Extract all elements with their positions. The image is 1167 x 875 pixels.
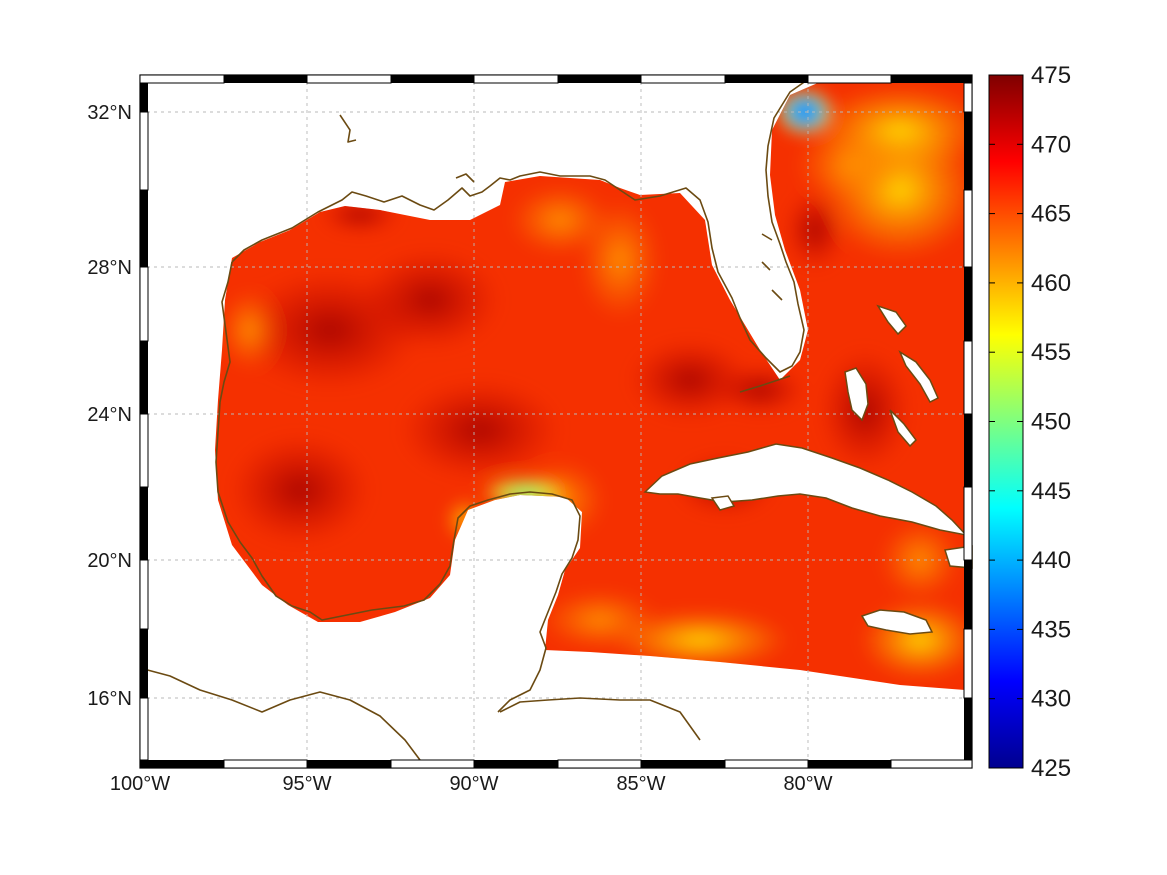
lat-label-32n: 32°N	[87, 102, 132, 124]
graticule	[140, 75, 972, 768]
lon-label-80w: 80°W	[783, 773, 832, 795]
yucatan-east-coastline	[497, 647, 547, 713]
lat-label-28n: 28°N	[87, 257, 132, 279]
lat-label-16n: 16°N	[87, 688, 132, 710]
florida-keys	[739, 375, 791, 393]
colorbar-ticks: 425 430 435 440 445 450 455 460 465 470 475	[989, 62, 1071, 782]
lon-label-90w: 90°W	[449, 773, 498, 795]
lon-label-85w: 85°W	[616, 773, 665, 795]
isle-of-youth	[710, 495, 736, 511]
lon-label-95w: 95°W	[282, 773, 331, 795]
map-frame	[139, 74, 973, 769]
bahamas-exuma	[889, 409, 917, 448]
colorbar-label: 425	[1031, 755, 1071, 782]
colorbar-label: 460	[1031, 270, 1071, 297]
colorbar-label: 430	[1031, 686, 1071, 713]
coastal-fragment-3	[761, 233, 783, 301]
bahamas-abaco	[876, 304, 907, 336]
colorbar-label: 450	[1031, 409, 1071, 436]
central-america-coastline	[139, 667, 421, 761]
lat-label-20n: 20°N	[87, 550, 132, 572]
colorbar-label: 445	[1031, 478, 1071, 505]
mexico-coastline	[215, 261, 581, 649]
colorbar-label: 465	[1031, 201, 1071, 228]
lon-label-100w: 100°W	[110, 773, 170, 795]
coastal-fragment-2	[455, 173, 475, 183]
jamaica	[860, 609, 934, 635]
colorbar-label: 455	[1031, 339, 1071, 366]
longitude-labels: 100°W 95°W 90°W 85°W 80°W	[110, 773, 833, 795]
latitude-labels: 16°N 20°N 24°N 28°N 32°N	[87, 102, 132, 710]
colorbar: 425 430 435 440 445 450 455 460 465 470 475	[988, 62, 1071, 782]
bahamas-andros	[844, 367, 869, 422]
colorbar-label: 475	[1031, 62, 1071, 89]
coastlines	[139, 77, 973, 761]
lat-label-24n: 24°N	[87, 404, 132, 426]
colorbar-label: 440	[1031, 547, 1071, 574]
colorbar-label: 470	[1031, 131, 1071, 158]
honduras-coastline	[499, 697, 701, 741]
bahamas-eleuthera	[898, 350, 939, 403]
coastal-fragment-1	[339, 114, 357, 143]
colorbar-label: 435	[1031, 616, 1071, 643]
gulf-coastline	[231, 77, 811, 373]
